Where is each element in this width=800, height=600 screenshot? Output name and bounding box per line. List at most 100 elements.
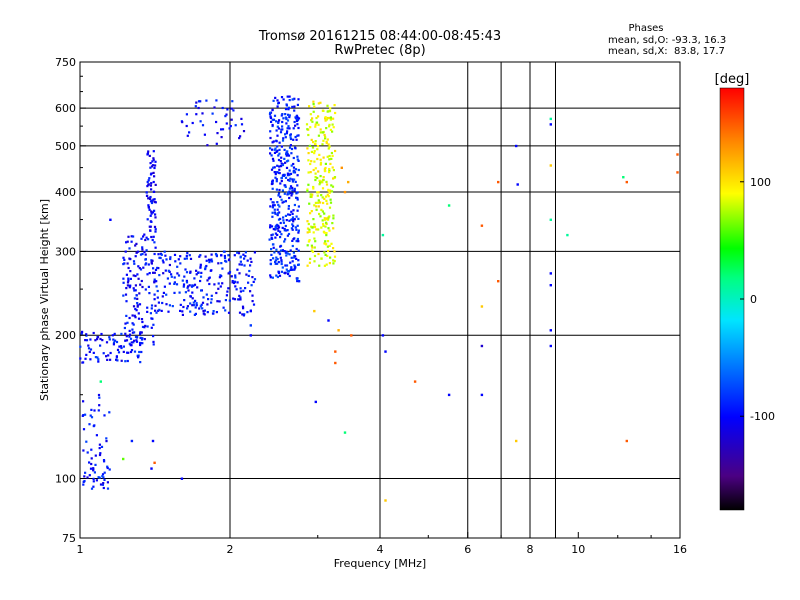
echo-point	[285, 154, 288, 157]
echo-point	[309, 257, 312, 260]
echo-point	[280, 198, 283, 201]
echo-point	[238, 272, 241, 275]
echo-point	[270, 234, 273, 237]
echo-point	[324, 119, 327, 122]
echo-point	[160, 309, 163, 312]
echo-point	[278, 165, 281, 168]
echo-point	[282, 200, 286, 203]
echo-point	[235, 288, 238, 291]
echo-point	[297, 168, 300, 172]
echo-cluster	[305, 100, 337, 267]
echo-point	[289, 144, 292, 147]
echo-point	[148, 197, 151, 200]
echo-point	[236, 251, 239, 254]
echo-point	[81, 414, 84, 417]
echo-point	[323, 197, 326, 200]
echo-point	[327, 195, 330, 198]
echo-point	[292, 256, 295, 259]
echo-point	[332, 126, 335, 129]
echo-point	[322, 178, 325, 182]
echo-point	[311, 120, 314, 123]
echo-point	[293, 203, 296, 207]
echo-point	[291, 216, 295, 219]
echo-point	[114, 339, 117, 342]
echo-point	[291, 186, 294, 189]
echo-point	[288, 274, 291, 278]
echo-point	[112, 341, 116, 344]
echo-point	[106, 358, 109, 361]
echo-point	[250, 260, 253, 263]
echo-point	[183, 257, 186, 260]
echo-point	[323, 168, 326, 171]
echo-point	[144, 263, 147, 266]
x-tick-label: 6	[464, 543, 471, 556]
echo-point	[280, 262, 283, 266]
echo-point	[132, 260, 136, 263]
echo-point	[181, 121, 184, 124]
echo-point	[152, 271, 155, 274]
echo-point	[94, 454, 97, 457]
echo-point	[102, 476, 105, 479]
echo-point	[135, 336, 138, 339]
echo-point	[270, 168, 274, 171]
echo-point	[314, 167, 317, 170]
echo-point	[272, 118, 276, 121]
echo-point	[85, 339, 89, 342]
echo-point	[286, 95, 289, 98]
echo-point	[156, 266, 159, 269]
echo-point	[173, 276, 176, 279]
echo-point	[210, 294, 213, 297]
echo-point	[184, 291, 187, 294]
echo-point	[282, 117, 285, 120]
echo-point	[86, 451, 89, 454]
echo-point	[124, 360, 127, 363]
echo-point	[277, 154, 280, 157]
echo-point	[269, 130, 272, 133]
echo-point	[199, 254, 202, 257]
echo-point	[117, 351, 121, 354]
echo-point	[133, 350, 137, 353]
echo-point	[201, 124, 205, 127]
echo-point	[208, 261, 211, 264]
echo-point	[323, 133, 326, 137]
echo-point	[328, 123, 331, 126]
echo-point	[273, 114, 277, 117]
x-tick-label: 2	[227, 543, 234, 556]
echo-point	[305, 123, 309, 126]
echo-point	[270, 253, 273, 256]
echo-point	[162, 261, 165, 264]
echo-point	[321, 210, 324, 213]
chart-title: Tromsø 20161215 08:44:00-08:45:43	[258, 29, 501, 44]
echo-point	[127, 279, 130, 282]
echo-point	[273, 148, 276, 151]
echo-point	[321, 131, 325, 134]
echo-point	[105, 341, 109, 344]
echo-point	[210, 253, 213, 256]
echo-point	[224, 115, 227, 118]
echo-point	[148, 225, 151, 228]
echo-point	[292, 98, 295, 101]
echo-point	[194, 299, 197, 302]
echo-point	[328, 158, 331, 161]
echo-point	[323, 251, 326, 254]
colorbar-tick-label: 0	[750, 293, 757, 306]
echo-point	[92, 477, 95, 480]
echo-point	[150, 165, 154, 168]
echo-point	[306, 231, 309, 234]
echo-point	[290, 152, 293, 155]
echo-point	[200, 289, 203, 292]
echo-point	[210, 258, 213, 261]
echo-point	[332, 217, 335, 220]
echo-point	[81, 330, 84, 333]
echo-point	[145, 249, 148, 252]
echo-point	[307, 222, 310, 226]
echo-point	[274, 260, 277, 263]
echo-point	[126, 262, 129, 265]
echo-point	[167, 269, 170, 272]
echo-point	[319, 215, 322, 218]
echo-point	[317, 199, 320, 202]
echo-point	[277, 121, 280, 124]
echo-point	[195, 113, 198, 116]
echo-point	[309, 212, 312, 215]
echo-point	[347, 180, 350, 184]
